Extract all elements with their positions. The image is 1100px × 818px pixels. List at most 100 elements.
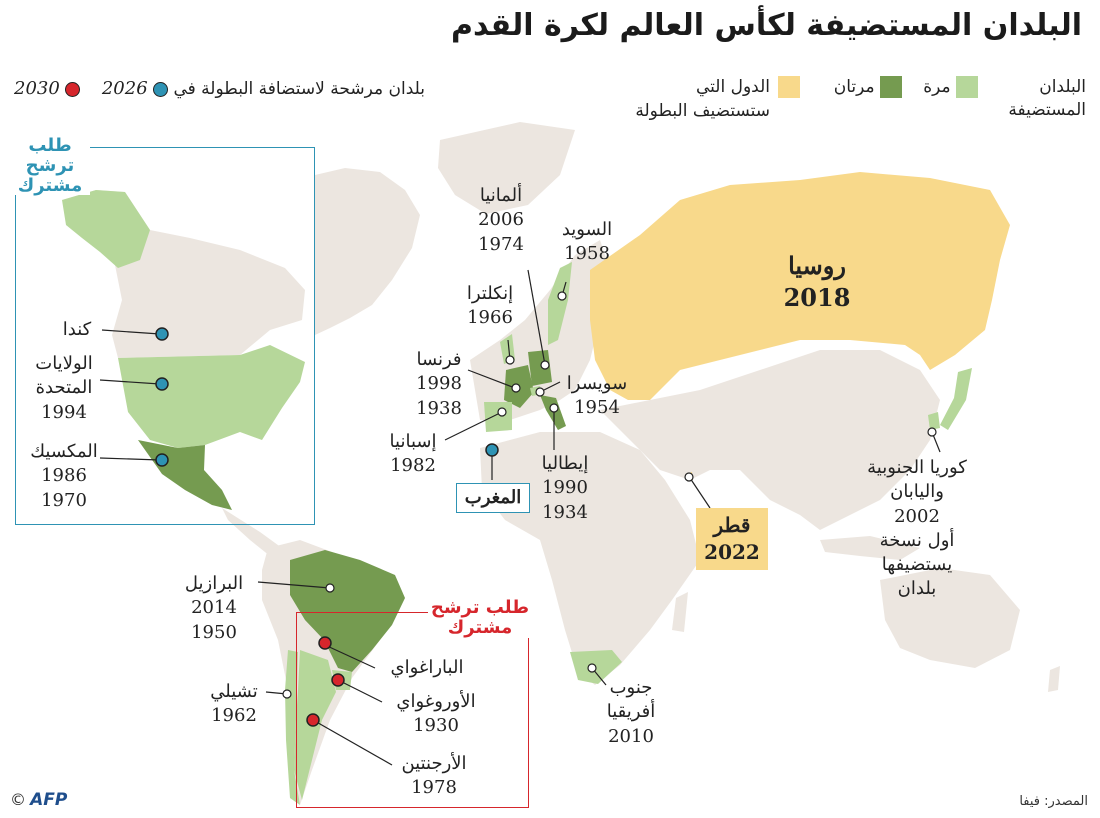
europe-land bbox=[470, 240, 610, 420]
france-name: فرنسا bbox=[416, 349, 462, 370]
footer-credit: © AFP bbox=[10, 790, 67, 810]
footer-source: المصدر: فيفا bbox=[1019, 794, 1088, 809]
qatar-name: قطر bbox=[713, 513, 751, 537]
usa-shape bbox=[118, 345, 305, 448]
afp-logo: AFP bbox=[30, 790, 68, 810]
host-marker-germany bbox=[540, 360, 550, 370]
leader-line-argentina bbox=[312, 719, 393, 766]
copyright-symbol: © bbox=[10, 790, 26, 809]
host-marker-qatar bbox=[684, 472, 694, 482]
host-marker-spain bbox=[497, 407, 507, 417]
germany-name: ألمانيا bbox=[479, 185, 523, 206]
leader-line-usa bbox=[99, 379, 161, 385]
russia-year: 2018 bbox=[783, 283, 851, 313]
spain-shape bbox=[484, 402, 512, 432]
korea-japan-note-2: يستضيفها bbox=[881, 554, 953, 576]
label-italy: إيطاليا 1990 1934 bbox=[534, 452, 596, 525]
candidate-dot-paraguay bbox=[318, 636, 332, 650]
label-russia: روسيا 2018 bbox=[762, 250, 872, 315]
host-marker-england bbox=[505, 355, 515, 365]
brazil-year-2: 1950 bbox=[191, 621, 237, 643]
new-zealand-land bbox=[1048, 666, 1060, 692]
legend-candidates-label: بلدان مرشحة لاستضافة البطولة في bbox=[173, 79, 425, 99]
leader-line-spain bbox=[444, 411, 503, 441]
south-america-bid-box bbox=[296, 612, 529, 808]
south-africa-name-1: جنوب bbox=[609, 677, 653, 698]
host-marker-korea-japan bbox=[927, 427, 937, 437]
label-germany: ألمانيا 2006 1974 bbox=[470, 184, 532, 257]
legend-twice-swatch bbox=[880, 76, 902, 98]
usa-year: 1994 bbox=[41, 401, 87, 423]
leader-line-paraguay bbox=[324, 644, 376, 669]
legend-future: الدول التي ستستضيف البطولة bbox=[620, 76, 800, 124]
label-korea-japan: كوريا الجنوبية واليابان 2002 أول نسخة يس… bbox=[852, 456, 982, 602]
argentina-name: الأرجنتين bbox=[401, 753, 467, 774]
england-year: 1966 bbox=[467, 307, 513, 329]
germany-shape bbox=[528, 350, 552, 386]
host-marker-france bbox=[511, 383, 521, 393]
legend-2030-dot bbox=[65, 81, 81, 97]
korea-japan-name-1: كوريا الجنوبية bbox=[867, 457, 967, 478]
usa-name-2: المتحدة bbox=[35, 377, 93, 399]
qatar-year: 2022 bbox=[704, 540, 760, 564]
usa-name-1: الولايات bbox=[35, 353, 93, 374]
korea-japan-name-2: واليابان bbox=[890, 481, 944, 503]
legend-2030-year: 2030 bbox=[14, 78, 60, 99]
germany-year-2: 1974 bbox=[478, 233, 524, 255]
label-switzerland: سويسرا 1954 bbox=[562, 372, 632, 421]
legend-future-label: الدول التي ستستضيف البطولة bbox=[635, 77, 770, 121]
north-america-land bbox=[315, 168, 420, 335]
korea-shape bbox=[928, 412, 940, 430]
candidate-dot-morocco bbox=[485, 443, 499, 457]
brazil-year-1: 2014 bbox=[191, 597, 237, 619]
russia-name: روسيا bbox=[788, 251, 846, 280]
korea-japan-note-3: بلدان bbox=[897, 578, 937, 600]
central-america-shape bbox=[222, 508, 282, 556]
legend-2026-year: 2026 bbox=[101, 78, 148, 99]
leader-line-canada bbox=[101, 329, 161, 335]
uruguay-year: 1930 bbox=[413, 715, 459, 737]
north-america-bid-label: طلب ترشح مشترك bbox=[10, 136, 90, 196]
label-qatar: قطر 2022 bbox=[696, 508, 768, 570]
label-france: فرنسا 1998 1938 bbox=[410, 348, 468, 421]
chile-year: 1962 bbox=[211, 705, 257, 727]
legend-candidates: 2030 2026 بلدان مرشحة لاستضافة البطولة ف… bbox=[14, 78, 425, 99]
italy-year-2: 1934 bbox=[542, 501, 588, 523]
south-america-bid-label: طلب ترشح مشترك bbox=[428, 598, 532, 638]
host-marker-brazil bbox=[325, 583, 335, 593]
south-africa-name-2: أفريقيا bbox=[606, 701, 656, 723]
legend-once: مرة bbox=[923, 76, 978, 98]
candidate-dot-argentina bbox=[306, 713, 320, 727]
korea-japan-note-1: أول نسخة bbox=[879, 529, 955, 551]
label-sweden: السويد 1958 bbox=[552, 218, 622, 267]
legend-twice-label: مرتان bbox=[833, 77, 875, 97]
switzerland-name: سويسرا bbox=[566, 373, 628, 394]
sweden-year: 1958 bbox=[564, 243, 610, 265]
france-year-1: 1998 bbox=[416, 373, 462, 395]
label-paraguay: الباراغواي bbox=[390, 657, 464, 678]
candidate-dot-usa bbox=[155, 377, 169, 391]
indonesia-land bbox=[820, 536, 920, 560]
spain-name: إسبانيا bbox=[389, 431, 437, 452]
candidate-dot-mexico bbox=[155, 453, 169, 467]
madagascar-shape bbox=[672, 592, 688, 632]
host-marker-chile bbox=[282, 689, 292, 699]
switzerland-year: 1954 bbox=[574, 397, 620, 419]
mexico-year-1: 1986 bbox=[41, 465, 87, 487]
uruguay-name: الأوروغواي bbox=[396, 691, 476, 712]
leader-line-brazil bbox=[257, 581, 331, 589]
page-title: البلدان المستضيفة لكأس العالم لكرة القدم bbox=[451, 8, 1082, 43]
legend-2026-dot bbox=[153, 81, 169, 97]
japan-shape bbox=[940, 368, 972, 430]
russia-shape bbox=[590, 172, 1010, 400]
label-canada: كندا bbox=[62, 319, 92, 340]
brazil-name: البرازيل bbox=[184, 573, 244, 594]
italy-shape bbox=[540, 395, 566, 430]
asia-land bbox=[600, 350, 940, 530]
legend-once-swatch bbox=[956, 76, 978, 98]
label-chile: تشيلي 1962 bbox=[202, 680, 266, 729]
greenland-shape bbox=[438, 122, 575, 214]
france-year-2: 1938 bbox=[416, 397, 462, 419]
germany-year-1: 2006 bbox=[478, 209, 524, 231]
south-africa-year: 2010 bbox=[608, 725, 654, 747]
